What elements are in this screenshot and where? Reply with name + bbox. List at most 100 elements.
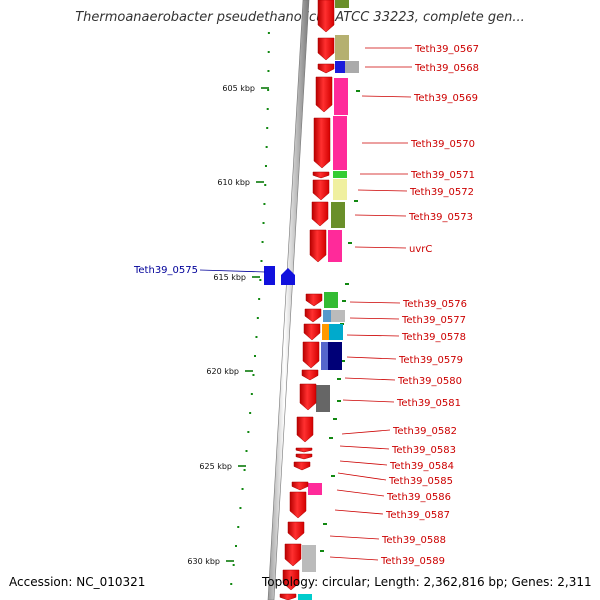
gc-dash [354, 200, 358, 202]
label-leader [361, 95, 412, 98]
gc-dot [265, 146, 268, 148]
gene-label: Teth39_0577 [401, 315, 466, 326]
cog-bar [333, 116, 347, 170]
forward-gene-arrow [287, 521, 305, 541]
label-leader [354, 214, 407, 217]
cog-bar [308, 483, 322, 495]
gc-dot [267, 32, 270, 34]
forward-gene-arrow [317, 37, 335, 61]
gene-label: Teth39_0570 [410, 139, 475, 150]
label-leader [336, 489, 385, 497]
scale-label: 605 kbp [222, 84, 255, 93]
gene-label: Teth39_0587 [385, 510, 450, 521]
gc-dot [264, 184, 267, 186]
gene-label: Teth39_0582 [392, 426, 457, 437]
gc-dot [253, 355, 256, 357]
gc-dot [250, 393, 253, 395]
gc-dot [266, 108, 269, 110]
gene-label: Teth39_0580 [397, 376, 462, 387]
cog-bar [331, 202, 345, 228]
gene-label-reverse: Teth39_0575 [133, 265, 198, 276]
cog-bar [329, 324, 343, 340]
forward-gene-arrow [279, 593, 297, 600]
label-leader [346, 356, 397, 360]
map-title: Thermoanaerobacter pseudethanolicus ATCC… [75, 10, 525, 25]
label-leader [341, 429, 391, 435]
accession-label: Accession: NC_010321 [9, 575, 146, 589]
gc-dot [230, 583, 233, 585]
gc-dash [329, 437, 333, 439]
scale-ticks: 605 kbp 610 kbp 615 kbp 620 kbp 625 kbp 630 k… [187, 84, 269, 566]
forward-gene-arrow [295, 447, 313, 453]
forward-gene-arrow [317, 0, 335, 33]
label-leader [349, 317, 400, 320]
cog-bar [298, 594, 312, 600]
gc-dot [260, 260, 263, 262]
forward-gene-arrow [313, 117, 331, 169]
label-leader [329, 556, 379, 561]
gc-dot [237, 526, 240, 528]
scale-label: 630 kbp [187, 557, 220, 566]
gc-dot [249, 412, 252, 414]
gene-label: Teth39_0579 [398, 355, 463, 366]
cog-bar [331, 310, 345, 322]
gc-dot [232, 564, 235, 566]
gc-dash [323, 523, 327, 525]
gc-dot [245, 450, 248, 452]
scale-label: 620 kbp [206, 367, 239, 376]
cog-bar [333, 179, 347, 200]
gene-label: Teth39_0573 [408, 212, 473, 223]
gc-dot [259, 279, 262, 281]
cog-bar [335, 35, 349, 60]
gc-dot [267, 89, 270, 91]
forward-gene-arrow [295, 453, 313, 460]
gc-dot [256, 317, 259, 319]
gene-arrows [264, 0, 335, 600]
label-leader [354, 246, 407, 249]
label-leader [346, 334, 400, 337]
label-leader [199, 269, 266, 273]
forward-gene-arrow [317, 63, 335, 74]
forward-gene-arrow [311, 201, 329, 227]
gc-dash [348, 242, 352, 244]
gc-dash [333, 418, 337, 420]
gc-dot [239, 507, 242, 509]
gene-label: Teth39_0576 [402, 299, 467, 310]
label-leader [329, 535, 380, 540]
reverse-gene-arrow [264, 266, 275, 285]
gc-dot [267, 51, 270, 53]
gene-label: Teth39_0567 [414, 44, 479, 55]
label-leader [334, 509, 384, 515]
forward-gene-arrow [305, 293, 323, 307]
forward-gene-arrow [302, 341, 320, 369]
forward-gene-arrow [304, 308, 322, 323]
forward-gene-arrow [293, 461, 311, 471]
label-leader [349, 301, 401, 304]
gc-dash [345, 283, 349, 285]
forward-gene-arrow [284, 543, 302, 567]
cog-bar [324, 292, 338, 308]
gc-dash [337, 378, 341, 380]
gc-dash [341, 360, 345, 362]
cog-bar [316, 385, 330, 412]
gene-label: Teth39_0569 [413, 93, 478, 104]
label-leader [344, 377, 396, 381]
label-leader [339, 445, 390, 450]
gc-dot [261, 241, 264, 243]
gc-dash [331, 475, 335, 477]
forward-gene-arrow [303, 323, 321, 341]
cog-bar [302, 545, 316, 572]
forward-gene-arrow [299, 383, 317, 411]
gene-label: Teth39_0581 [396, 398, 461, 409]
forward-gene-arrow [301, 369, 319, 381]
gc-dot [266, 127, 269, 129]
cog-bar [345, 61, 359, 73]
label-leader [357, 189, 408, 192]
gene-label: Teth39_0571 [410, 170, 475, 181]
cog-bar [333, 171, 347, 178]
gene-label: Teth39_0586 [386, 492, 451, 503]
topology-info: Topology: circular; Length: 2,362,816 bp… [262, 575, 592, 589]
forward-gene-arrow [296, 416, 314, 443]
label-leader [339, 460, 388, 466]
cog-category-bars [298, 0, 359, 600]
